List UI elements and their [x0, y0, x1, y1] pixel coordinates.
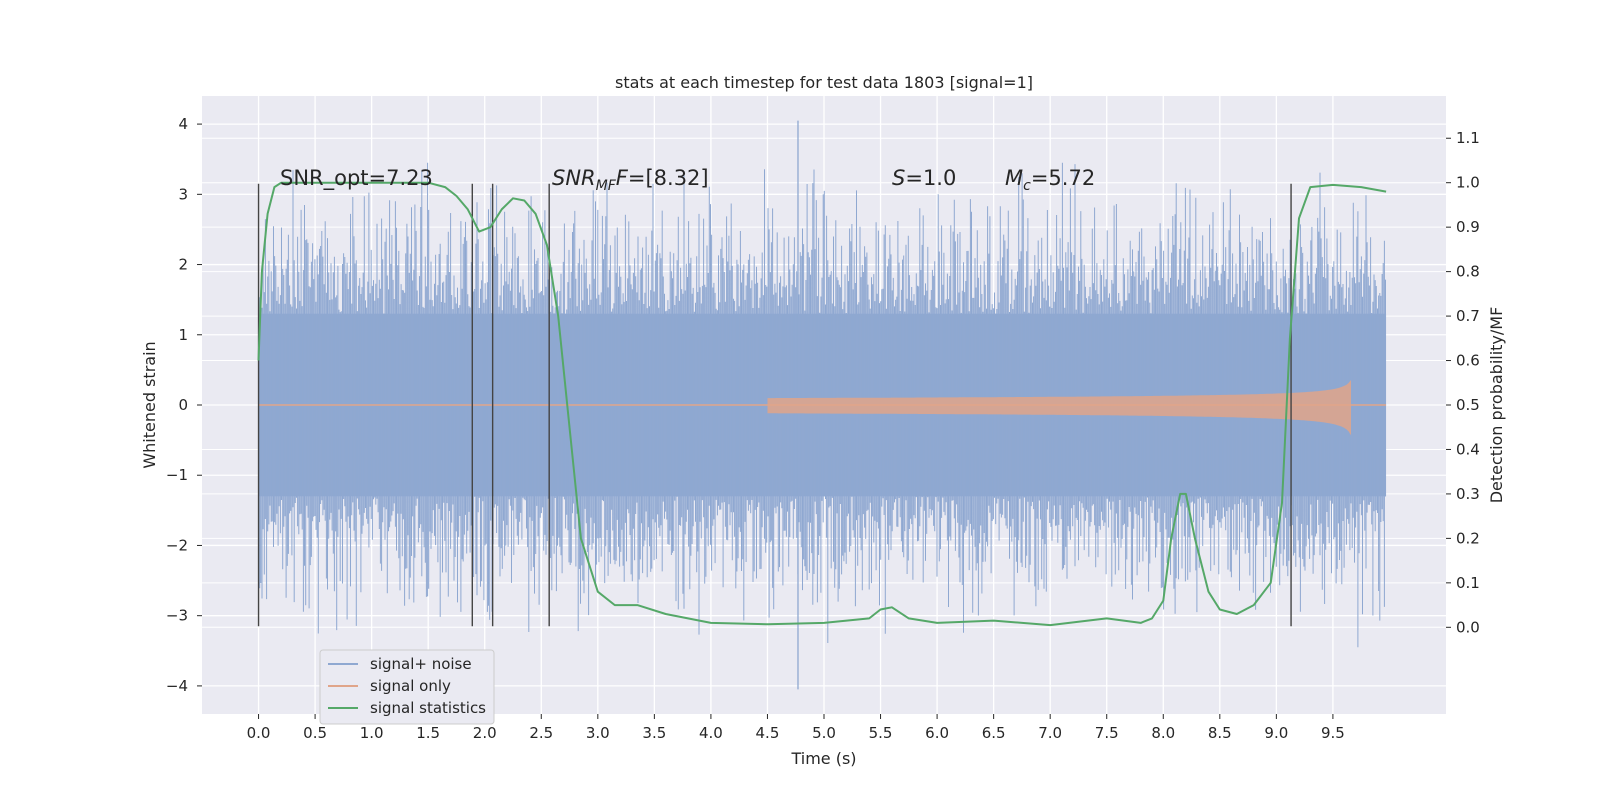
- x-tick-label: 3.5: [642, 724, 666, 742]
- legend-label-signal-noise: signal+ noise: [370, 655, 472, 673]
- signal-statistics-line: [257, 181, 1387, 627]
- y2-tick-label: 1.0: [1456, 174, 1480, 192]
- legend-label-signal-statistics: signal statistics: [370, 699, 486, 717]
- y2-tick-label: 1.1: [1456, 129, 1480, 147]
- y2-tick-label: 0.0: [1456, 618, 1480, 636]
- x-tick-label: 7.5: [1095, 724, 1119, 742]
- x-tick-label: 5.0: [812, 724, 836, 742]
- x-axis-label: Time (s): [790, 749, 856, 768]
- signal-only-series: [258, 379, 1387, 436]
- y2-tick-label: 0.6: [1456, 352, 1480, 370]
- x-tick-label: 2.5: [529, 724, 553, 742]
- y-tick-label: −1: [166, 466, 188, 484]
- y2-tick-label: 0.4: [1456, 440, 1480, 458]
- legend-box: [319, 649, 495, 725]
- y-tick-label: −4: [166, 677, 188, 695]
- x-tick-label: 5.5: [869, 724, 893, 742]
- signal-statistics-series: [257, 181, 1387, 627]
- y-tick-label: 1: [178, 326, 188, 344]
- y2-tick-label: 0.2: [1456, 529, 1480, 547]
- x-tick-label: 3.0: [586, 724, 610, 742]
- y-axis-ticks: 4 3 2 1 0 −1 −2 −3 −4: [166, 115, 202, 695]
- x-axis-ticks: 0.0 0.5 1.0 1.5 2.0 2.5 3.0 3.5 4.0 4.5 5.0 5.5 6.0 6…: [247, 714, 1345, 742]
- y-axis-label: Whitened strain: [140, 341, 159, 468]
- y2-axis-ticks: 1.1 1.0 0.9 0.8 0.7 0.6 0.5 0.4 0.3 0.2 0.1 0.0: [1446, 129, 1480, 636]
- x-tick-label: 7.0: [1038, 724, 1062, 742]
- y-tick-label: 4: [178, 115, 188, 133]
- y2-tick-label: 0.5: [1456, 396, 1480, 414]
- chart-title: stats at each timestep for test data 180…: [615, 73, 1033, 92]
- x-tick-label: 1.5: [416, 724, 440, 742]
- legend: signal+ noise signal only signal statist…: [319, 649, 495, 725]
- x-tick-label: 1.0: [360, 724, 384, 742]
- mc-annotation: Mc=5.72: [1005, 166, 1095, 194]
- x-tick-label: 9.5: [1321, 724, 1345, 742]
- signal-only-chirp: [767, 379, 1351, 436]
- x-tick-label: 4.5: [756, 724, 780, 742]
- y-tick-label: −3: [166, 607, 188, 625]
- y2-tick-label: 0.8: [1456, 263, 1480, 281]
- y2-tick-label: 0.7: [1456, 307, 1480, 325]
- x-tick-label: 8.5: [1208, 724, 1232, 742]
- x-tick-label: 9.0: [1264, 724, 1288, 742]
- legend-label-signal-only: signal only: [370, 677, 451, 695]
- y2-tick-label: 0.1: [1456, 574, 1480, 592]
- s-annotation: S=1.0: [892, 166, 956, 190]
- y-tick-label: 0: [178, 396, 188, 414]
- x-tick-label: 2.0: [473, 724, 497, 742]
- x-tick-label: 4.0: [699, 724, 723, 742]
- y-tick-label: −2: [166, 536, 188, 554]
- x-tick-label: 6.0: [925, 724, 949, 742]
- vertical-markers: [257, 183, 1292, 627]
- y2-tick-label: 0.3: [1456, 485, 1480, 503]
- y2-tick-label: 0.9: [1456, 218, 1480, 236]
- x-tick-label: 0.0: [247, 724, 271, 742]
- y-tick-label: 2: [178, 256, 188, 274]
- x-tick-label: 6.5: [982, 724, 1006, 742]
- x-tick-label: 8.0: [1151, 724, 1175, 742]
- x-tick-label: 0.5: [303, 724, 327, 742]
- snr-mf-annotation: SNRMFF=[8.32]: [552, 166, 709, 194]
- y-tick-label: 3: [178, 185, 188, 203]
- y2-axis-label: Detection probability/MF: [1487, 307, 1506, 504]
- snr-opt-annotation: SNR_opt=7.23: [280, 166, 433, 191]
